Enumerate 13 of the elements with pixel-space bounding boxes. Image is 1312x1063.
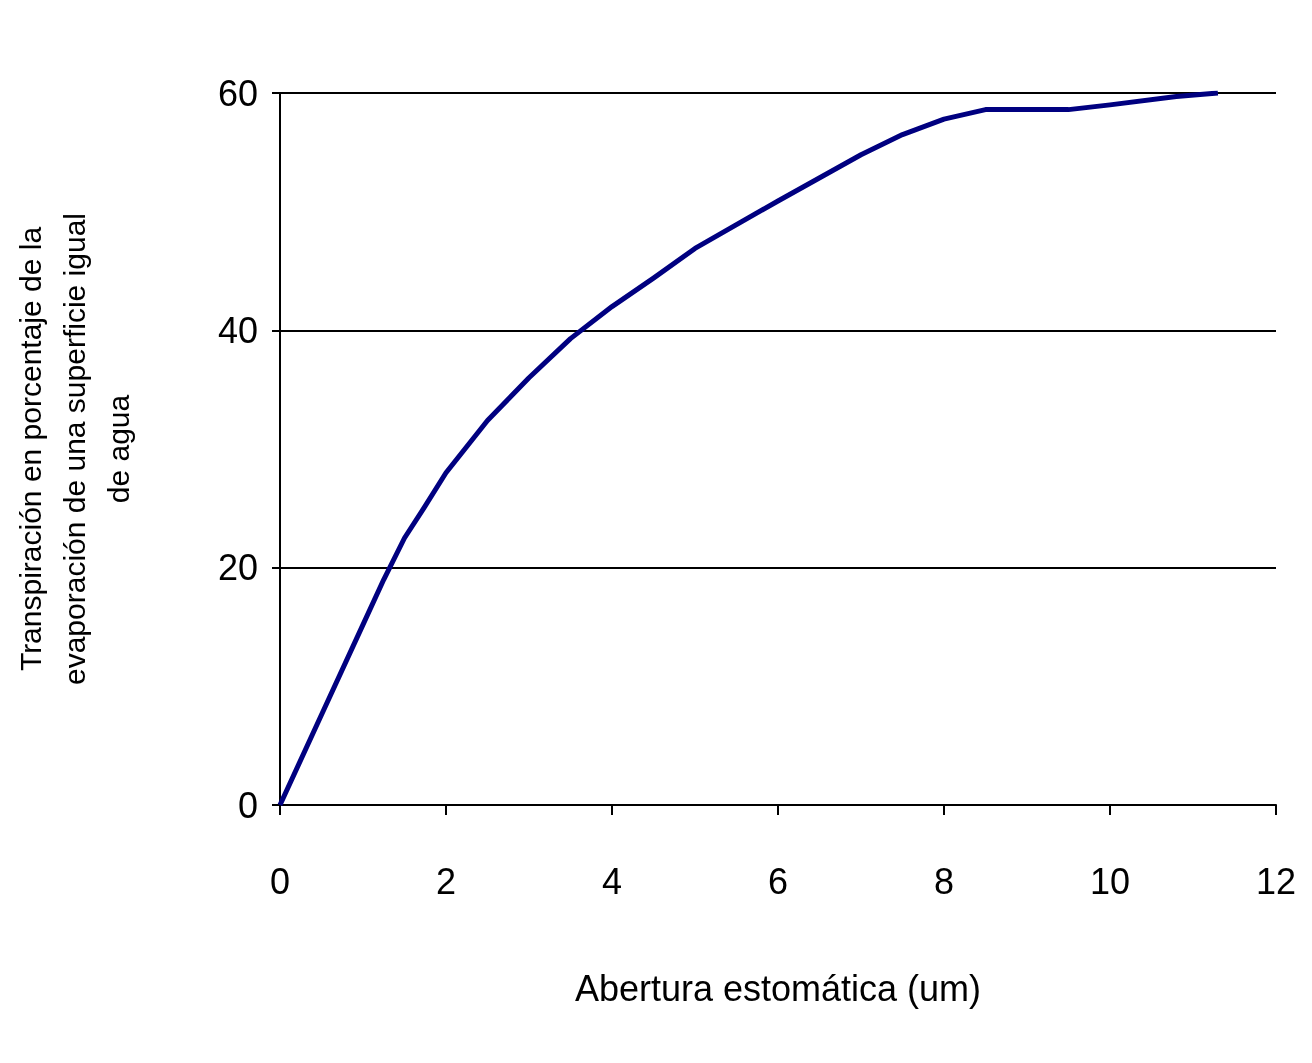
y-tick-label: 60 xyxy=(217,72,258,114)
x-axis-title: Abertura estomática (um) xyxy=(574,967,982,1009)
x-tick-label: 12 xyxy=(1255,860,1297,902)
x-tick-label: 4 xyxy=(601,860,623,902)
x-tick-label: 8 xyxy=(933,860,955,902)
x-tick-label: 6 xyxy=(767,860,789,902)
x-tick-label: 0 xyxy=(269,860,291,902)
y-tick-label: 40 xyxy=(217,309,258,351)
y-tick-label: 0 xyxy=(237,784,258,826)
x-tick-label: 2 xyxy=(435,860,457,902)
y-axis-title: Transpiración en porcentaje de la evaporación de una superficie igual de agua xyxy=(13,213,135,685)
y-tick-label: 20 xyxy=(217,547,258,589)
x-tick-label: 10 xyxy=(1089,860,1131,902)
